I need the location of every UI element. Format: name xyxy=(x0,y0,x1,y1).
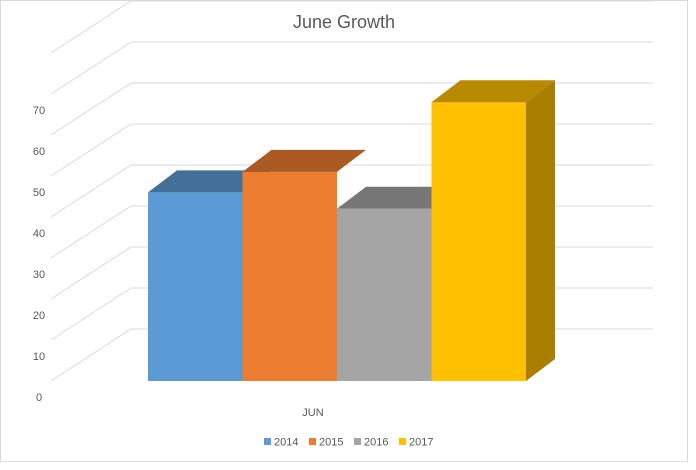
legend-label: 2016 xyxy=(364,437,388,449)
y-tick-label: 20 xyxy=(33,310,45,322)
bar-front-2017 xyxy=(431,102,526,381)
gridline-side-10 xyxy=(50,287,132,341)
bar-2015 xyxy=(242,149,366,381)
bar-top-2015 xyxy=(242,149,366,172)
y-tick-label: 70 xyxy=(33,105,45,117)
gridline-side-50 xyxy=(50,123,132,177)
y-tick-label: 10 xyxy=(33,351,45,363)
legend: 2014 2015 2016 2017 xyxy=(264,437,433,449)
x-axis-categories: JUN xyxy=(302,407,323,419)
gridline-side-80 xyxy=(50,1,132,54)
legend-swatch xyxy=(309,438,316,445)
bar-side-2017 xyxy=(526,80,555,381)
gridline-side-60 xyxy=(50,82,132,136)
bar-top-2017 xyxy=(431,80,555,103)
gridline-side-0 xyxy=(50,328,132,382)
chart-canvas: June Growth 0 10 20 30 40 50 60 70 JUN 2014 2015… xyxy=(33,1,653,449)
x-category-label: JUN xyxy=(302,407,323,419)
bar-top-2014 xyxy=(148,170,272,193)
gridline-side-20 xyxy=(50,246,132,300)
legend-label: 2017 xyxy=(409,437,433,449)
y-tick-label: 60 xyxy=(33,146,45,158)
chart-title: June Growth xyxy=(293,12,395,32)
bar-front-2015 xyxy=(242,171,337,381)
legend-item-2016: 2016 xyxy=(354,437,388,449)
gridline-side-40 xyxy=(50,164,132,218)
legend-swatch xyxy=(399,438,406,445)
legend-swatch xyxy=(354,438,361,445)
legend-item-2017: 2017 xyxy=(399,437,433,449)
bar-top-2016 xyxy=(337,186,461,209)
bars xyxy=(148,80,555,381)
legend-label: 2015 xyxy=(319,437,343,449)
legend-item-2014: 2014 xyxy=(264,437,298,449)
bar-2016 xyxy=(337,186,461,381)
y-tick-label: 40 xyxy=(33,228,45,240)
y-tick-label: 50 xyxy=(33,187,45,199)
legend-item-2015: 2015 xyxy=(309,437,343,449)
chart-frame: June Growth 0 10 20 30 40 50 60 70 JUN 2014 2015… xyxy=(0,0,688,462)
bar-2017 xyxy=(431,80,555,381)
bar-2014 xyxy=(148,170,272,381)
bar-front-2014 xyxy=(148,192,243,381)
bar-front-2016 xyxy=(337,208,432,381)
y-tick-label: 30 xyxy=(33,269,45,281)
legend-swatch xyxy=(264,438,271,445)
gridline-side-30 xyxy=(50,205,132,259)
gridline-side-70 xyxy=(50,41,132,95)
y-axis-ticks: 0 10 20 30 40 50 60 70 xyxy=(33,105,45,404)
legend-label: 2014 xyxy=(274,437,298,449)
y-tick-label: 0 xyxy=(36,392,42,404)
